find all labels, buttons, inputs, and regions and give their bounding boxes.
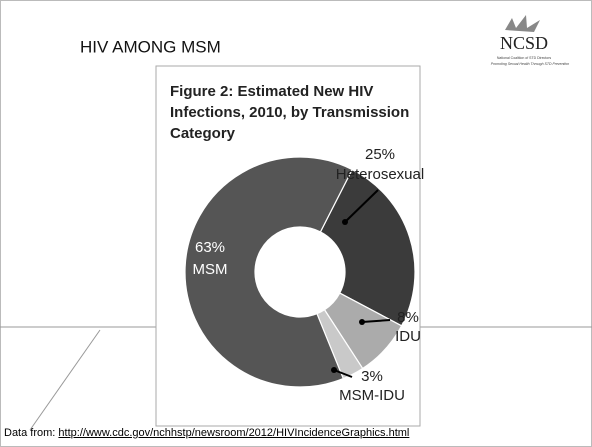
slide-title: HIV AMONG MSM bbox=[80, 37, 221, 56]
logo-mark bbox=[505, 15, 540, 32]
value-label: 8% bbox=[397, 309, 419, 326]
leader-line bbox=[333, 369, 353, 378]
chart-title: Figure 2: Estimated New HIV bbox=[170, 83, 373, 100]
leader-dot bbox=[331, 367, 337, 373]
category-label: MSM bbox=[193, 261, 228, 278]
footer-link[interactable]: http://www.cdc.gov/nchhstp/newsroom/2012… bbox=[58, 427, 410, 439]
category-label: MSM-IDU bbox=[339, 387, 405, 404]
category-label: IDU bbox=[395, 328, 421, 345]
decor-line bbox=[29, 329, 101, 431]
footer-prefix: Data from: bbox=[4, 427, 56, 439]
logo: NCSD National Coalition of STD Directors… bbox=[491, 15, 569, 66]
value-label: 63% bbox=[195, 239, 225, 256]
leader-dot bbox=[359, 319, 365, 325]
value-label: 3% bbox=[361, 368, 383, 385]
leader-dot bbox=[342, 219, 348, 225]
value-label: 25% bbox=[365, 146, 395, 163]
category-label: Heterosexual bbox=[336, 166, 424, 183]
chart-title: Category bbox=[170, 125, 236, 142]
donut-slice bbox=[319, 168, 416, 327]
footer: Data from: http://www.cdc.gov/nchhstp/ne… bbox=[4, 427, 409, 439]
logo-subtitle: National Coalition of STD Directors bbox=[497, 56, 552, 60]
leader-line bbox=[344, 189, 379, 223]
chart-title: Infections, 2010, by Transmission bbox=[170, 104, 409, 121]
logo-name: NCSD bbox=[500, 33, 548, 53]
donut-slice bbox=[184, 156, 354, 388]
leader-line bbox=[361, 319, 391, 323]
logo-tagline: Promoting Sexual Health Through STD Prev… bbox=[491, 62, 569, 66]
